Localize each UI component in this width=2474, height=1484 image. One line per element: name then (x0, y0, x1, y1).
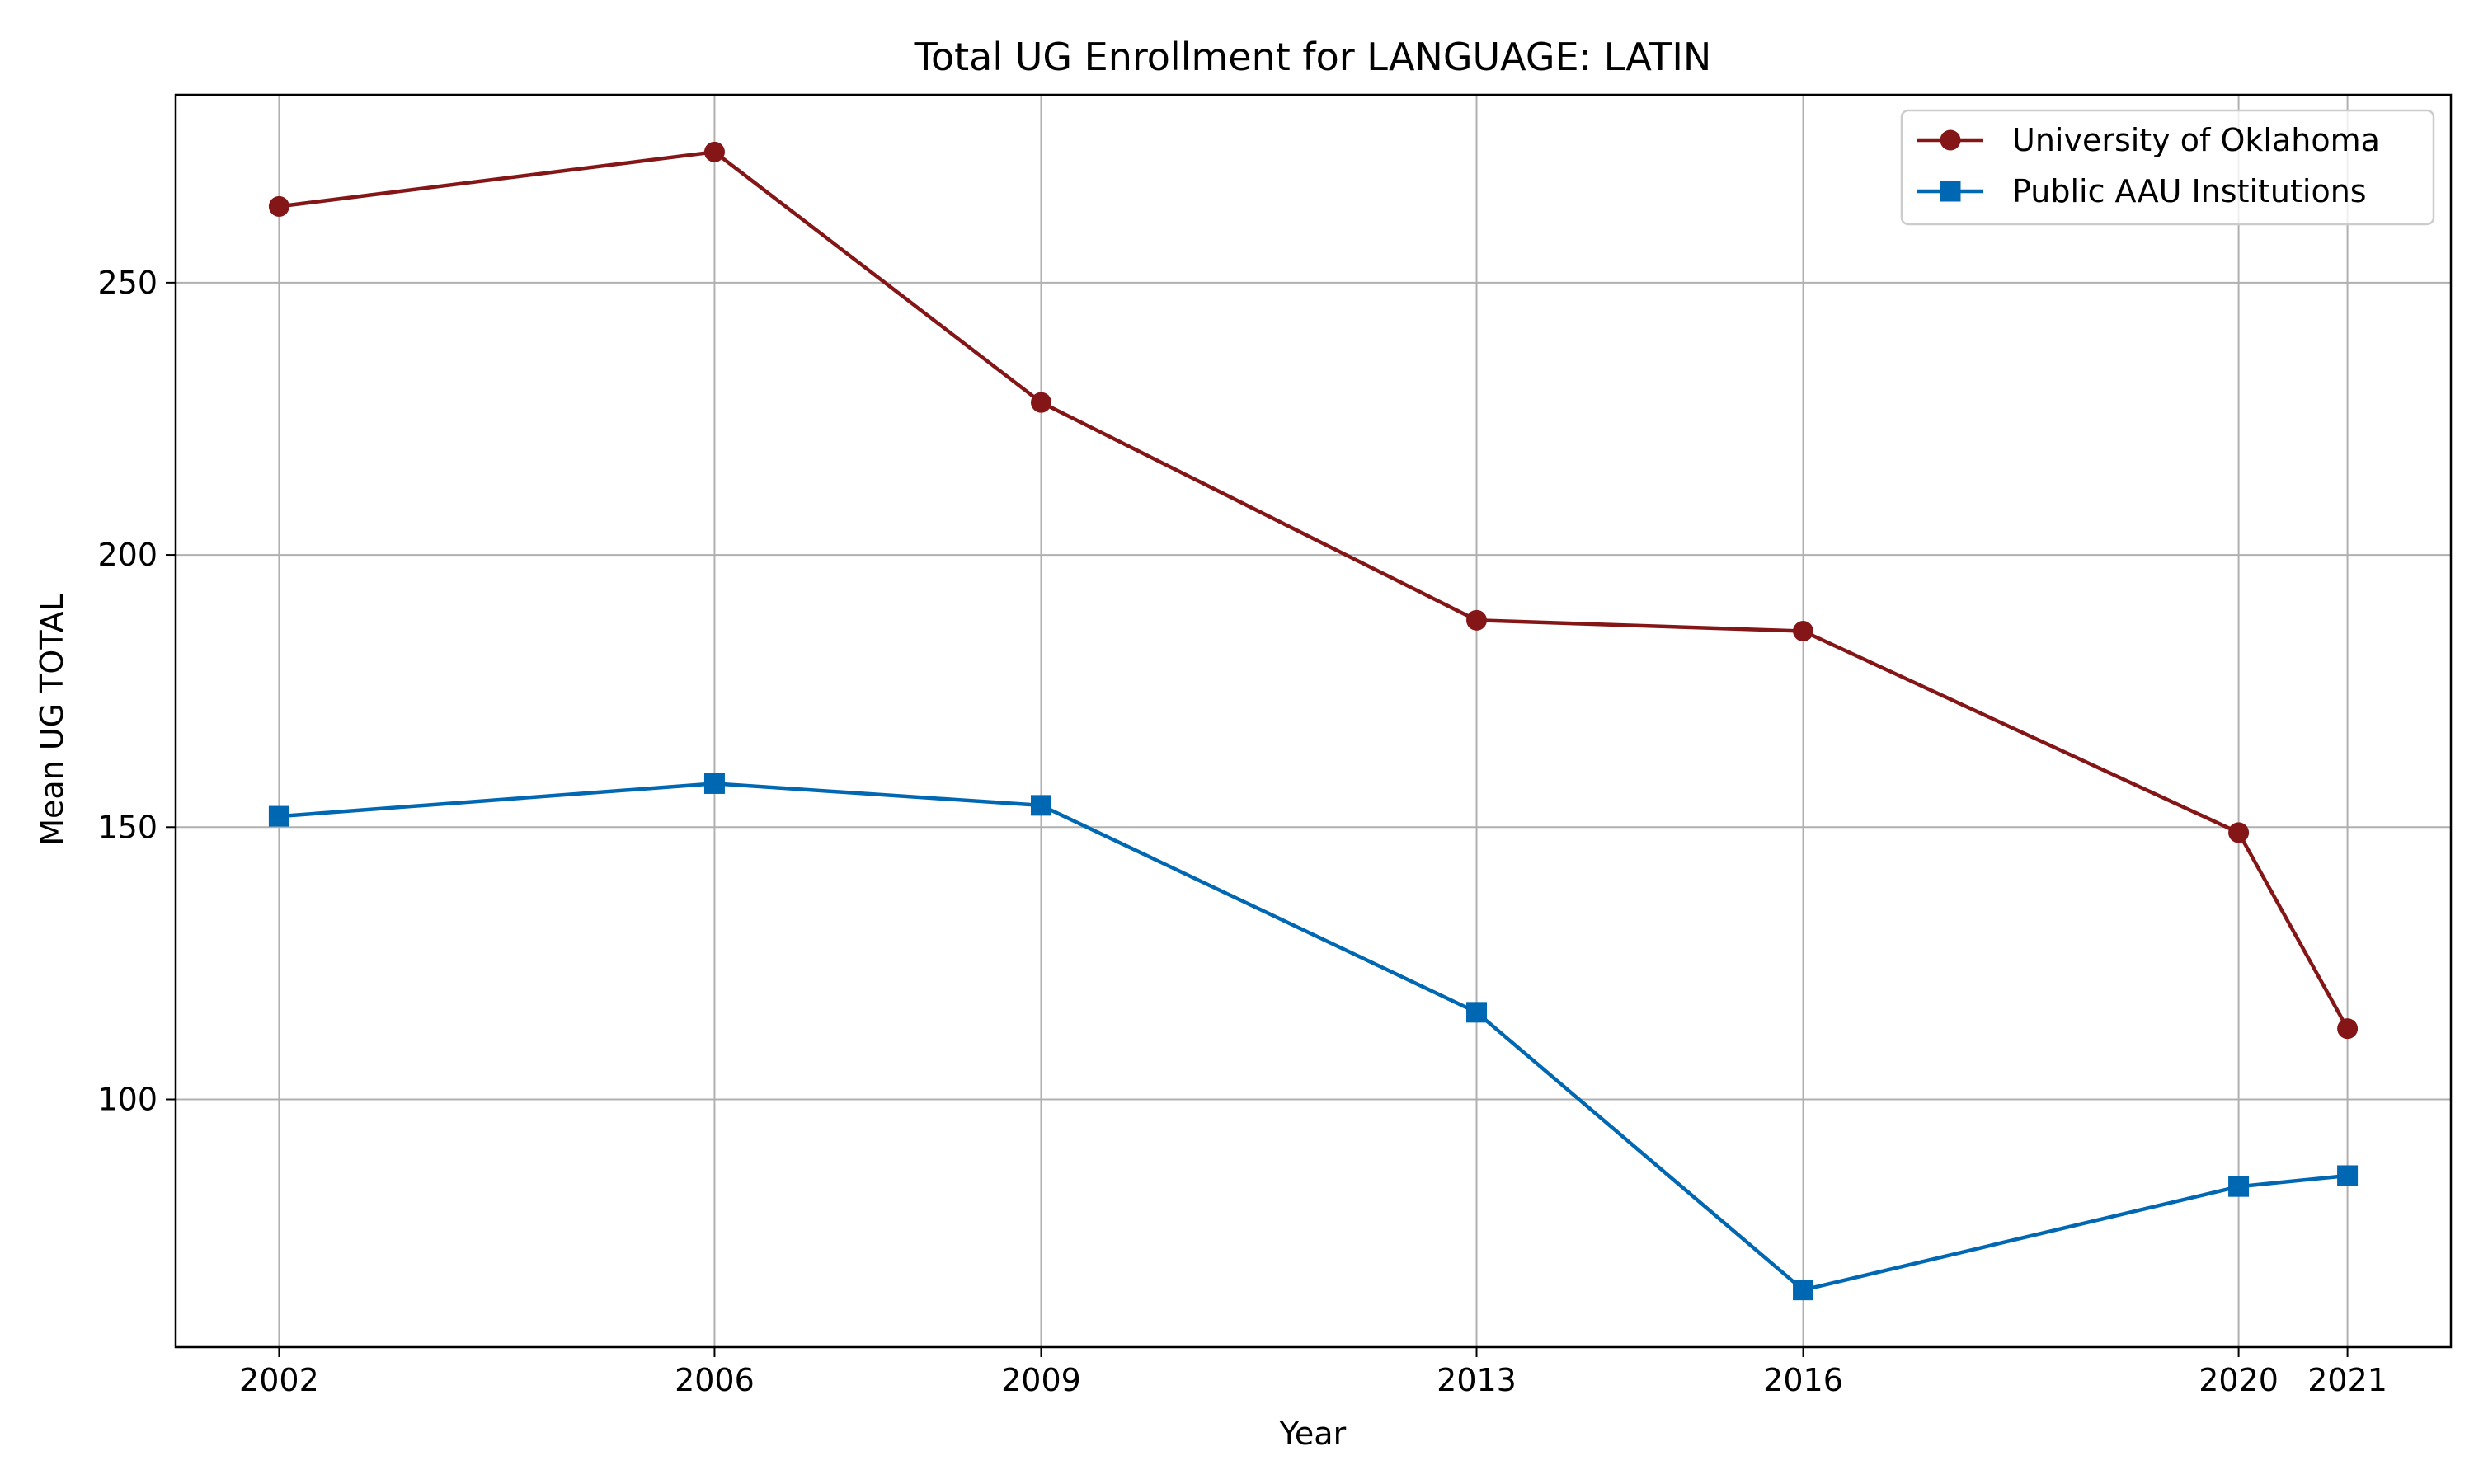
legend-marker (1940, 181, 1961, 202)
series-1 (268, 141, 2359, 1040)
legend: University of Oklahoma Public AAU Institu… (1900, 109, 2435, 226)
legend-entry: University of Oklahoma (1917, 122, 2380, 158)
legend-marker (1940, 129, 1961, 151)
data-point (268, 805, 289, 827)
y-tick-label: 250 (97, 265, 158, 301)
x-axis-label: Year (1279, 1416, 1347, 1452)
y-tick-label: 150 (97, 809, 158, 845)
x-tick-label: 2013 (1437, 1362, 1517, 1398)
data-point (703, 773, 725, 794)
grid-lines (176, 95, 2451, 1347)
legend-entry: Public AAU Institutions (1917, 173, 2367, 209)
legend-label: University of Oklahoma (2012, 122, 2380, 158)
chart-title: Total UG Enrollment for LANGUAGE: LATIN (914, 35, 1712, 79)
data-point (703, 141, 725, 162)
plot-frame (174, 93, 2453, 1349)
y-tick-label: 200 (97, 537, 158, 573)
y-tick-label: 100 (97, 1082, 158, 1118)
x-tick-label: 2020 (2199, 1362, 2279, 1398)
series-2 (268, 773, 2359, 1301)
y-axis: 100 150 200 250 (97, 265, 176, 1118)
x-tick-label: 2016 (1763, 1362, 1843, 1398)
series-layer (268, 141, 2359, 1301)
data-point (2228, 1176, 2250, 1197)
data-point (1466, 1002, 1488, 1023)
x-tick-label: 2009 (1001, 1362, 1081, 1398)
data-point (1030, 795, 1051, 816)
data-point (268, 195, 289, 217)
data-point (1466, 609, 1488, 631)
legend-label: Public AAU Institutions (2012, 173, 2367, 209)
x-tick-label: 2006 (675, 1362, 755, 1398)
y-axis-label: Mean UG TOTAL (34, 594, 70, 846)
data-point (1793, 621, 1814, 642)
x-axis: 2002 2006 2009 2013 2016 2020 2021 (239, 1347, 2387, 1398)
data-point (2228, 822, 2250, 843)
data-point (1030, 392, 1051, 413)
data-point (1793, 1280, 1814, 1301)
legend-entries: University of Oklahoma Public AAU Institu… (1917, 122, 2380, 209)
data-point (2337, 1165, 2359, 1186)
data-point (2337, 1018, 2359, 1040)
x-tick-label: 2002 (239, 1362, 319, 1398)
legend-box (1900, 109, 2435, 226)
x-tick-label: 2021 (2307, 1362, 2387, 1398)
